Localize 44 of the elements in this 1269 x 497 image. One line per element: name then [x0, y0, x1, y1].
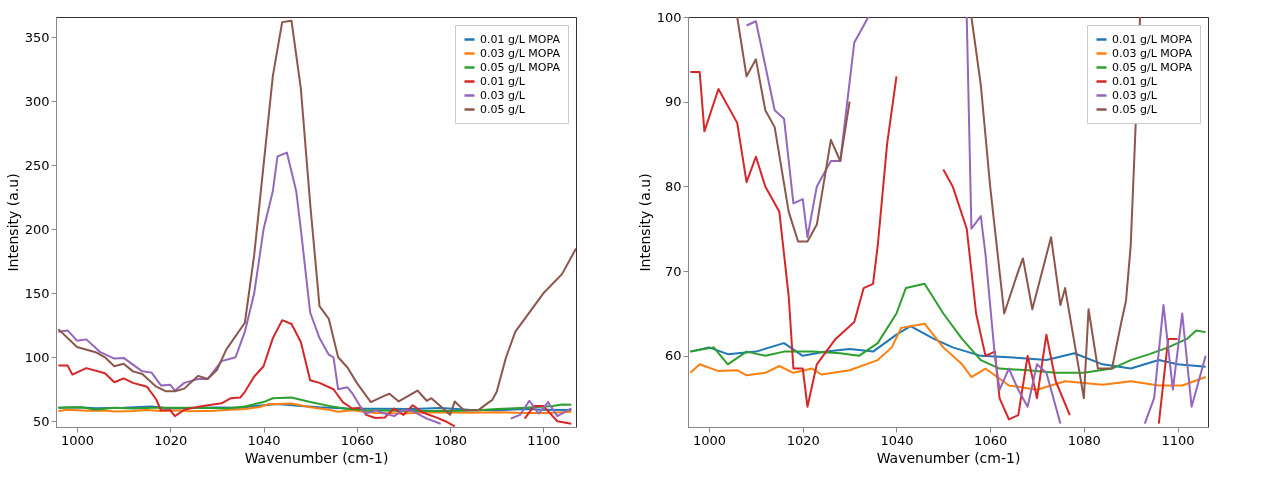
x-tick-label: 1020: [154, 432, 188, 448]
y-tick-label: 250: [24, 157, 50, 173]
x-tick-label: 1080: [1067, 432, 1101, 448]
line-series: [689, 322, 1207, 391]
legend-label: 0.03 g/L MOPA: [480, 46, 561, 60]
legend-label: 0.03 g/L: [480, 88, 526, 102]
y-tick-label: 300: [24, 93, 50, 109]
line-series: [689, 282, 1207, 374]
y-axis-title: Intensity (a.u): [4, 173, 21, 272]
line-series: [57, 396, 573, 413]
x-axis-title: Wavenumber (cm-1): [244, 449, 389, 466]
y-tick-label: 80: [664, 178, 682, 194]
y-tick-label: 200: [24, 221, 50, 237]
y-tick-label: 90: [664, 94, 682, 110]
legend-label: 0.01 g/L: [480, 74, 526, 88]
y-tick-label: 100: [656, 9, 682, 25]
legend-label: 0.03 g/L: [1112, 88, 1158, 102]
legend-label: 0.01 g/L: [1112, 74, 1158, 88]
legend-label: 0.05 g/L: [480, 102, 526, 116]
legend-label: 0.05 g/L MOPA: [480, 60, 561, 74]
x-tick-label: 1100: [527, 432, 561, 448]
x-tick-label: 1060: [340, 432, 374, 448]
y-tick-label: 100: [24, 349, 50, 365]
x-tick-label: 1100: [1161, 432, 1195, 448]
legend-label: 0.05 g/L: [1112, 102, 1158, 116]
x-tick-label: 1060: [974, 432, 1008, 448]
x-tick-label: 1000: [693, 432, 727, 448]
x-tick-label: 1080: [434, 432, 468, 448]
x-tick-label: 1020: [786, 432, 820, 448]
legend-label: 0.01 g/L MOPA: [480, 32, 561, 46]
x-axis-title: Wavenumber (cm-1): [876, 449, 1021, 466]
legend-label: 0.03 g/L MOPA: [1112, 46, 1193, 60]
y-tick-label: 350: [24, 29, 50, 45]
y-tick-label: 60: [664, 348, 682, 364]
legend-label: 0.01 g/L MOPA: [1112, 32, 1193, 46]
x-tick-label: 1000: [60, 432, 95, 448]
x-tick-label: 1040: [880, 432, 914, 448]
y-tick-label: 70: [664, 263, 682, 279]
x-tick-label: 1040: [247, 432, 281, 448]
y-axis-title: Intensity (a.u): [636, 173, 653, 272]
line-series: [57, 19, 576, 416]
legend-label: 0.05 g/L MOPA: [1112, 60, 1193, 74]
y-tick-label: 150: [24, 285, 50, 301]
y-tick-label: 50: [32, 413, 50, 429]
